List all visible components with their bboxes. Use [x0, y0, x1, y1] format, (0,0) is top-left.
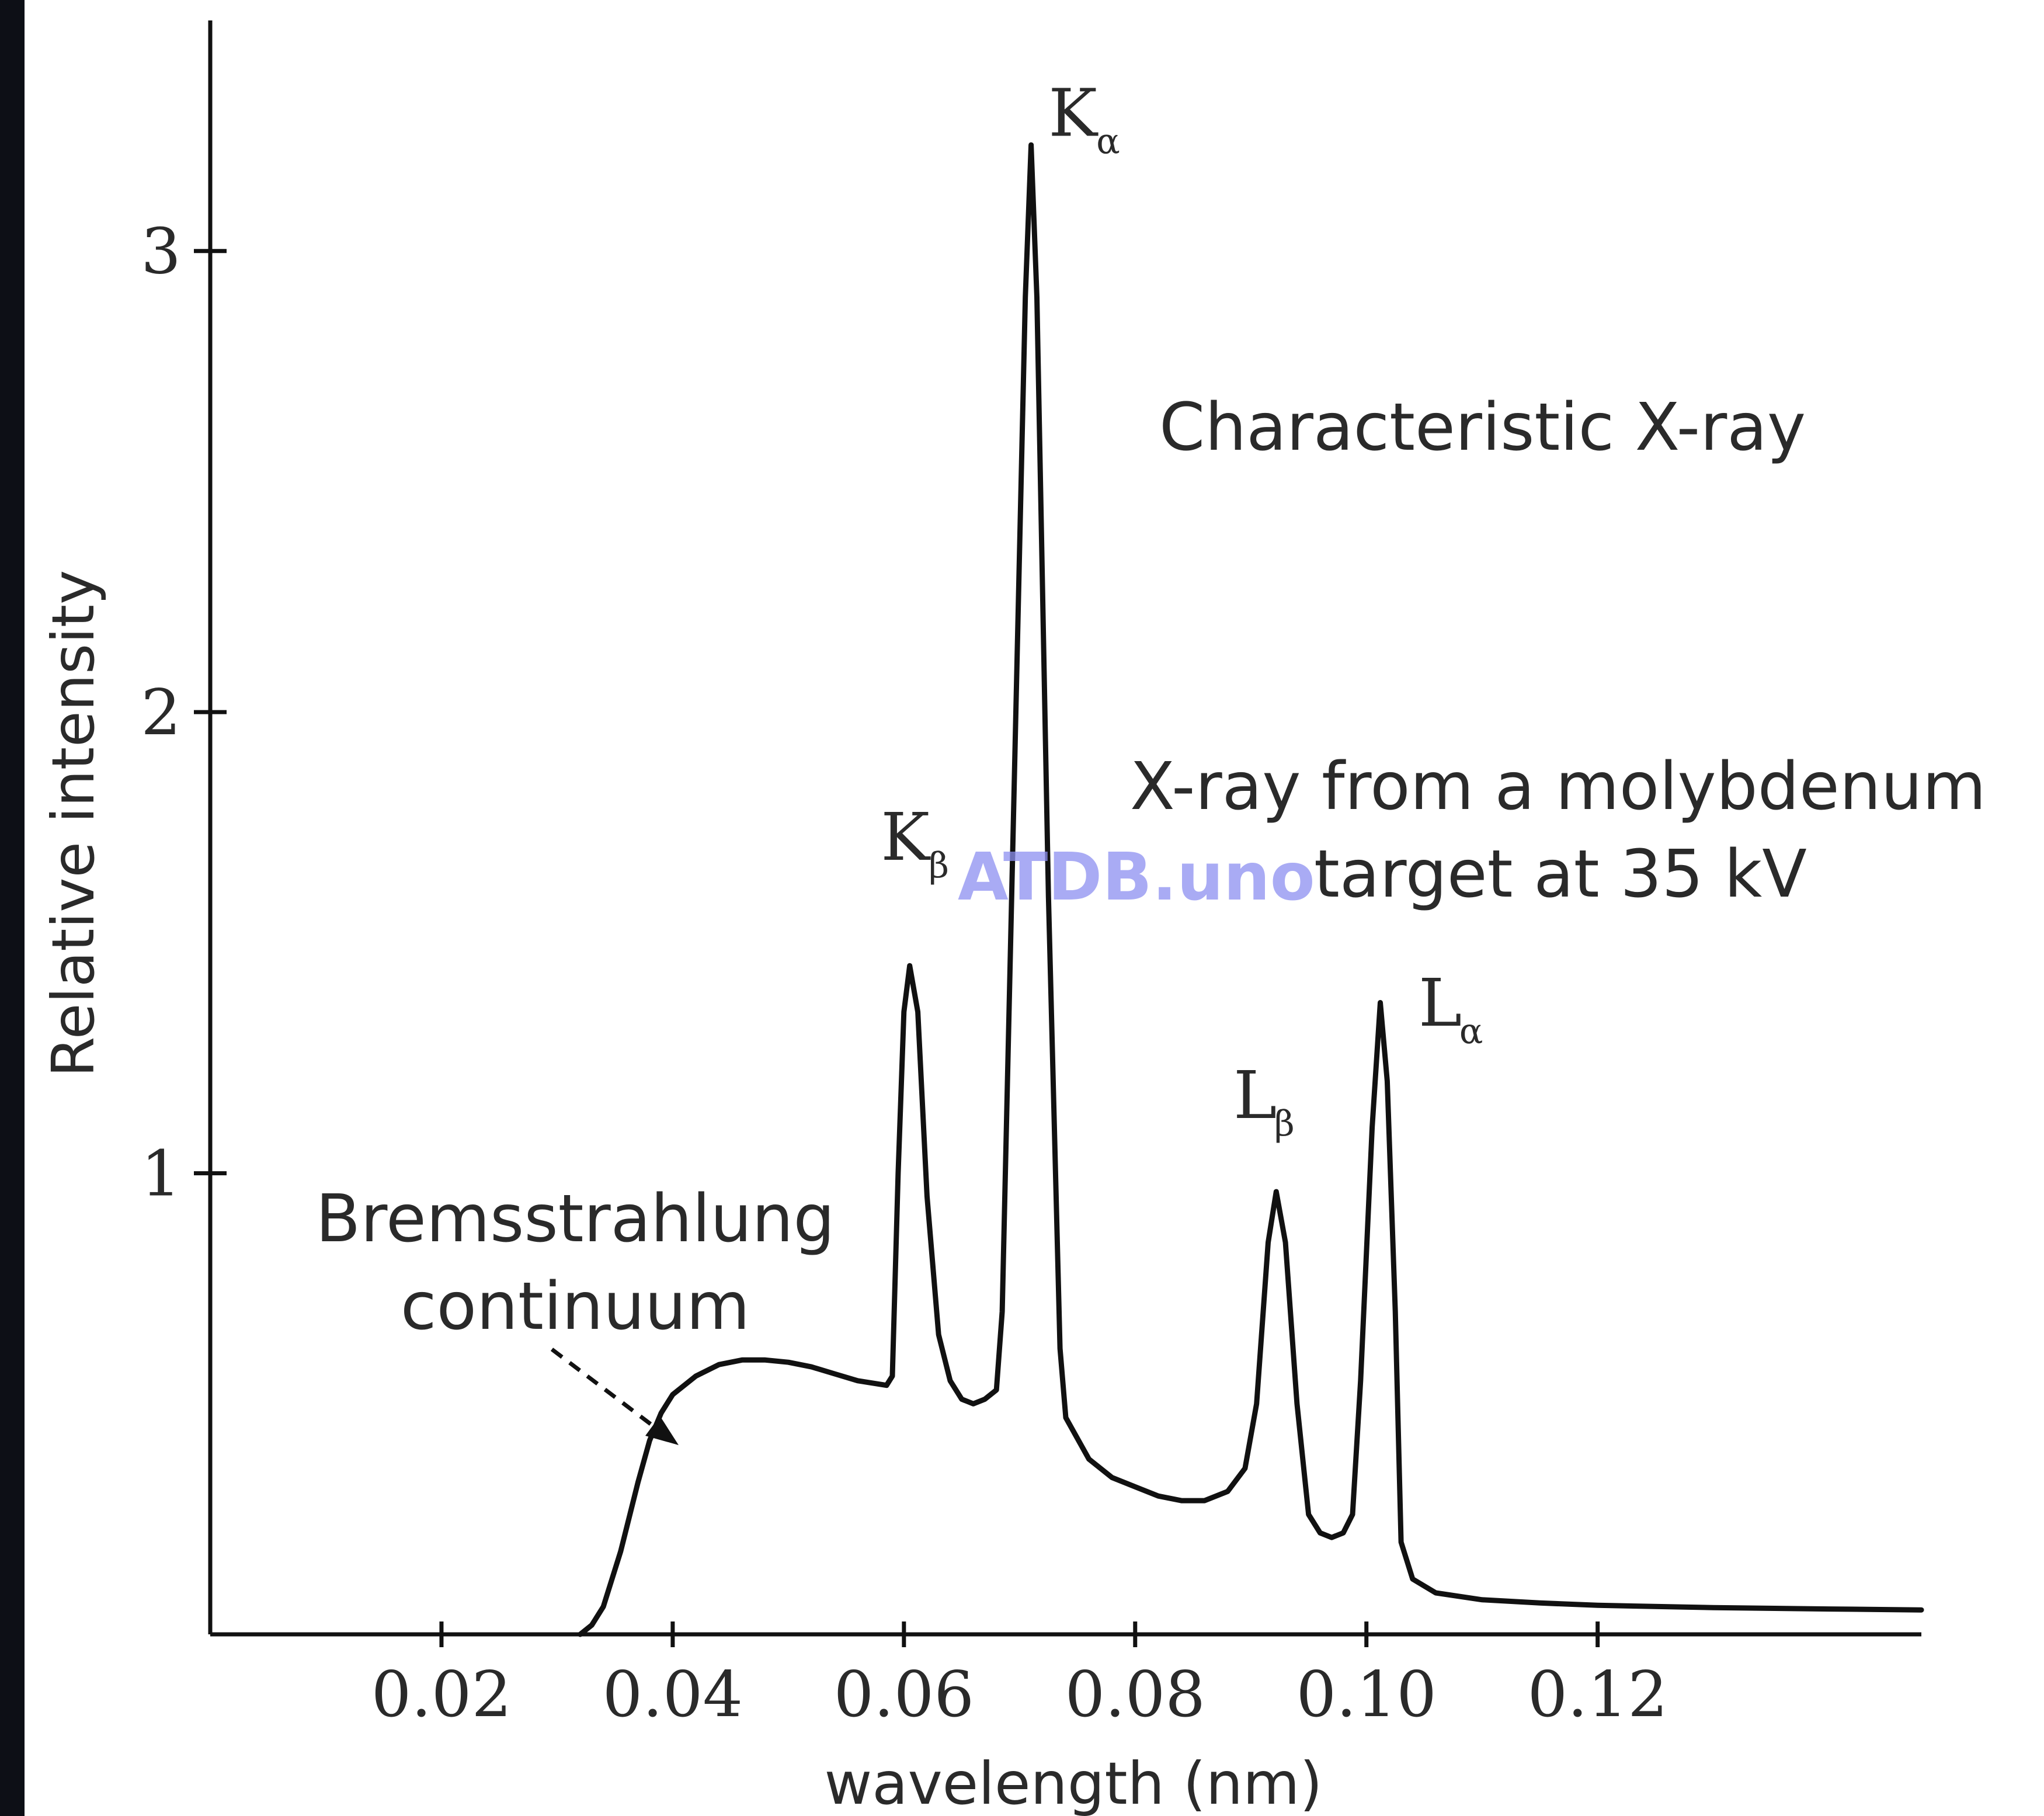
peak-label-main: L [1233, 1058, 1277, 1134]
peak-label-main: K [881, 800, 931, 876]
peak-label-sub: α [1459, 1011, 1483, 1052]
annotation-characteristic: Characteristic X-ray [1159, 390, 1806, 466]
peak-label: Lβ [1233, 1058, 1295, 1144]
peak-label-sub: α [1096, 121, 1120, 162]
annotation-arrow-head [645, 1416, 679, 1445]
y-tick-label: 3 [141, 216, 181, 289]
series-line-spectrum [578, 142, 1924, 1637]
peak-label-main: L [1419, 966, 1462, 1041]
x-tick-label: 0.12 [1527, 1658, 1667, 1731]
peak-label-sub: β [1274, 1103, 1295, 1144]
x-tick-label: 0.04 [603, 1658, 743, 1731]
peak-label-main: K [1048, 75, 1099, 151]
annotation-arrow [550, 1348, 679, 1445]
annotation-source-line2: target at 35 kV [1314, 836, 1807, 912]
x-axis-label: wavelength (nm) [824, 1749, 1322, 1816]
x-tick-label: 0.06 [834, 1658, 974, 1731]
annotation-brems-line1: Bremsstrahlung [316, 1181, 835, 1257]
x-tick-label: 0.02 [371, 1658, 512, 1731]
peak-label-sub: β [929, 845, 949, 886]
axes [208, 20, 1921, 1637]
y-tick-label: 1 [141, 1138, 181, 1211]
annotation-arrow-line [550, 1348, 662, 1433]
x-ticks: 0.02 0.04 0.06 0.08 0.10 0.12 [371, 1621, 1668, 1731]
peak-label: Kβ [881, 800, 949, 886]
x-tick-label: 0.08 [1065, 1658, 1205, 1731]
y-tick-label: 2 [141, 676, 181, 749]
y-ticks: 1 2 3 [141, 216, 227, 1211]
annotation-source-line1: X-ray from a molybdenum [1130, 749, 1986, 825]
watermark: ATDB.uno [958, 839, 1315, 915]
peak-label: Kα [1048, 75, 1120, 162]
annotation-brems-line2: continuum [401, 1269, 750, 1345]
left-border [0, 0, 25, 1816]
peak-label: Lα [1419, 966, 1483, 1052]
x-tick-label: 0.10 [1296, 1658, 1436, 1731]
y-axis-label: Relative intensity [39, 570, 107, 1078]
